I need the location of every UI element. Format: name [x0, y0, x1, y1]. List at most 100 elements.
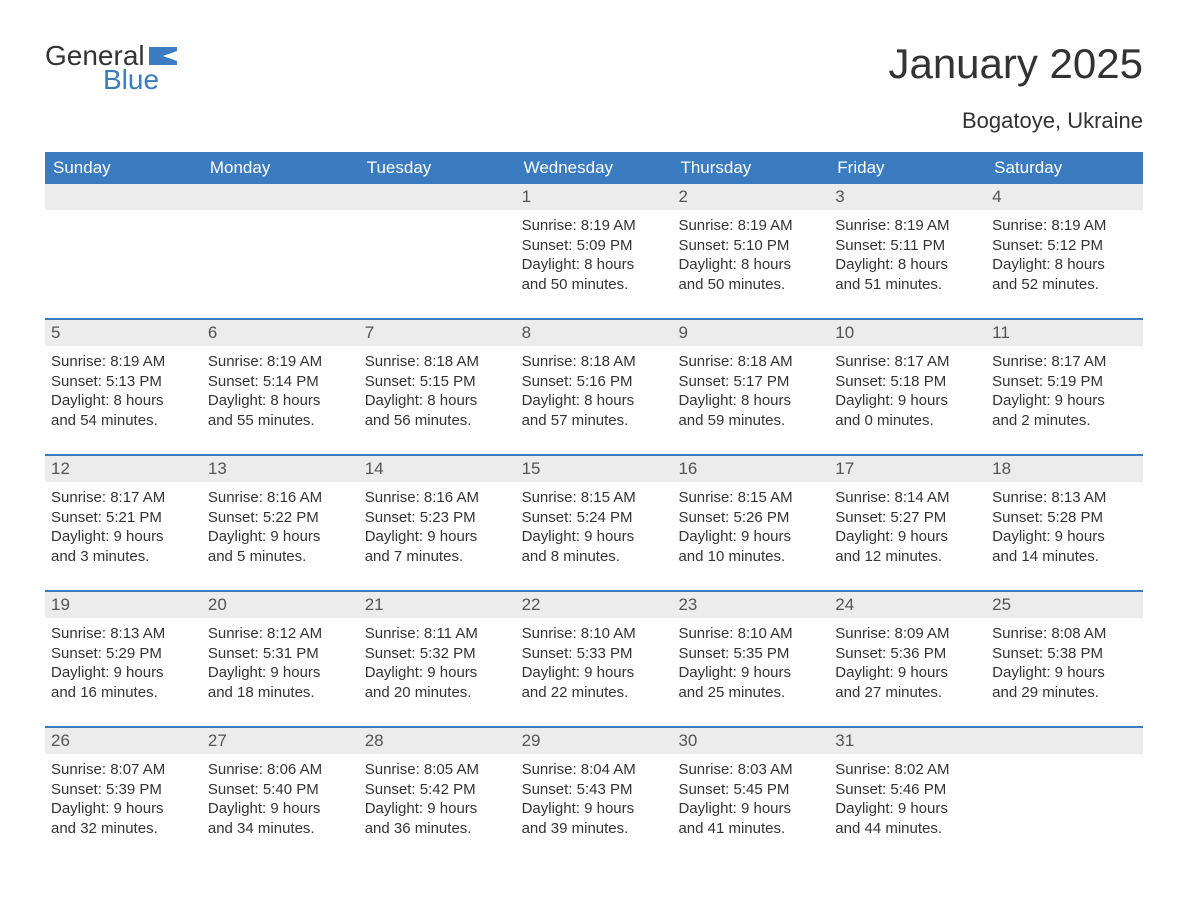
day-details: Sunrise: 8:10 AMSunset: 5:35 PMDaylight:…: [672, 618, 829, 702]
day-number: 26: [45, 728, 202, 754]
calendar-day: 8Sunrise: 8:18 AMSunset: 5:16 PMDaylight…: [516, 320, 673, 440]
calendar-week: 12Sunrise: 8:17 AMSunset: 5:21 PMDayligh…: [45, 454, 1143, 576]
day-details: Sunrise: 8:12 AMSunset: 5:31 PMDaylight:…: [202, 618, 359, 702]
weekday-header: Saturday: [986, 152, 1143, 184]
calendar-day: 23Sunrise: 8:10 AMSunset: 5:35 PMDayligh…: [672, 592, 829, 712]
calendar-day: 27Sunrise: 8:06 AMSunset: 5:40 PMDayligh…: [202, 728, 359, 848]
day-number: 17: [829, 456, 986, 482]
day-number: 11: [986, 320, 1143, 346]
calendar-day: 17Sunrise: 8:14 AMSunset: 5:27 PMDayligh…: [829, 456, 986, 576]
day-number: [986, 728, 1143, 754]
calendar: SundayMondayTuesdayWednesdayThursdayFrid…: [45, 152, 1143, 848]
day-details: Sunrise: 8:19 AMSunset: 5:10 PMDaylight:…: [672, 210, 829, 294]
day-number: 16: [672, 456, 829, 482]
calendar-day: 11Sunrise: 8:17 AMSunset: 5:19 PMDayligh…: [986, 320, 1143, 440]
calendar-day: 28Sunrise: 8:05 AMSunset: 5:42 PMDayligh…: [359, 728, 516, 848]
calendar-day: 22Sunrise: 8:10 AMSunset: 5:33 PMDayligh…: [516, 592, 673, 712]
calendar-day: 7Sunrise: 8:18 AMSunset: 5:15 PMDaylight…: [359, 320, 516, 440]
calendar-day: [45, 184, 202, 304]
calendar-week: 1Sunrise: 8:19 AMSunset: 5:09 PMDaylight…: [45, 184, 1143, 304]
day-details: Sunrise: 8:05 AMSunset: 5:42 PMDaylight:…: [359, 754, 516, 838]
calendar-day: 2Sunrise: 8:19 AMSunset: 5:10 PMDaylight…: [672, 184, 829, 304]
day-details: Sunrise: 8:18 AMSunset: 5:16 PMDaylight:…: [516, 346, 673, 430]
calendar-day: 14Sunrise: 8:16 AMSunset: 5:23 PMDayligh…: [359, 456, 516, 576]
calendar-day: 30Sunrise: 8:03 AMSunset: 5:45 PMDayligh…: [672, 728, 829, 848]
month-title: January 2025: [888, 40, 1143, 88]
day-number: 29: [516, 728, 673, 754]
day-number: 8: [516, 320, 673, 346]
day-number: 20: [202, 592, 359, 618]
day-details: Sunrise: 8:19 AMSunset: 5:14 PMDaylight:…: [202, 346, 359, 430]
day-details: Sunrise: 8:08 AMSunset: 5:38 PMDaylight:…: [986, 618, 1143, 702]
day-number: 12: [45, 456, 202, 482]
day-number: 6: [202, 320, 359, 346]
calendar-day: [202, 184, 359, 304]
day-number: 18: [986, 456, 1143, 482]
day-number: 5: [45, 320, 202, 346]
day-details: Sunrise: 8:10 AMSunset: 5:33 PMDaylight:…: [516, 618, 673, 702]
calendar-day: 26Sunrise: 8:07 AMSunset: 5:39 PMDayligh…: [45, 728, 202, 848]
calendar-day: [986, 728, 1143, 848]
day-details: Sunrise: 8:13 AMSunset: 5:29 PMDaylight:…: [45, 618, 202, 702]
day-number: 13: [202, 456, 359, 482]
calendar-day: 12Sunrise: 8:17 AMSunset: 5:21 PMDayligh…: [45, 456, 202, 576]
page-header: General Blue January 2025 Bogatoye, Ukra…: [45, 40, 1143, 134]
flag-icon: [149, 47, 177, 65]
day-number: 24: [829, 592, 986, 618]
day-details: Sunrise: 8:15 AMSunset: 5:24 PMDaylight:…: [516, 482, 673, 566]
day-number: [202, 184, 359, 210]
calendar-day: 4Sunrise: 8:19 AMSunset: 5:12 PMDaylight…: [986, 184, 1143, 304]
weekday-header: Monday: [202, 152, 359, 184]
calendar-day: 25Sunrise: 8:08 AMSunset: 5:38 PMDayligh…: [986, 592, 1143, 712]
day-number: 27: [202, 728, 359, 754]
location-label: Bogatoye, Ukraine: [888, 108, 1143, 134]
day-details: Sunrise: 8:17 AMSunset: 5:21 PMDaylight:…: [45, 482, 202, 566]
day-number: 28: [359, 728, 516, 754]
logo: General Blue: [45, 40, 177, 96]
day-number: 3: [829, 184, 986, 210]
weekday-header: Thursday: [672, 152, 829, 184]
day-number: 4: [986, 184, 1143, 210]
day-details: Sunrise: 8:18 AMSunset: 5:15 PMDaylight:…: [359, 346, 516, 430]
day-details: Sunrise: 8:03 AMSunset: 5:45 PMDaylight:…: [672, 754, 829, 838]
day-number: 14: [359, 456, 516, 482]
day-number: 25: [986, 592, 1143, 618]
weekday-header: Friday: [829, 152, 986, 184]
calendar-week: 5Sunrise: 8:19 AMSunset: 5:13 PMDaylight…: [45, 318, 1143, 440]
day-details: Sunrise: 8:16 AMSunset: 5:23 PMDaylight:…: [359, 482, 516, 566]
day-number: 1: [516, 184, 673, 210]
day-details: Sunrise: 8:18 AMSunset: 5:17 PMDaylight:…: [672, 346, 829, 430]
day-number: 10: [829, 320, 986, 346]
day-details: Sunrise: 8:19 AMSunset: 5:12 PMDaylight:…: [986, 210, 1143, 294]
calendar-week: 19Sunrise: 8:13 AMSunset: 5:29 PMDayligh…: [45, 590, 1143, 712]
day-details: Sunrise: 8:14 AMSunset: 5:27 PMDaylight:…: [829, 482, 986, 566]
calendar-day: 6Sunrise: 8:19 AMSunset: 5:14 PMDaylight…: [202, 320, 359, 440]
calendar-day: 10Sunrise: 8:17 AMSunset: 5:18 PMDayligh…: [829, 320, 986, 440]
calendar-day: 3Sunrise: 8:19 AMSunset: 5:11 PMDaylight…: [829, 184, 986, 304]
day-details: Sunrise: 8:07 AMSunset: 5:39 PMDaylight:…: [45, 754, 202, 838]
day-number: [359, 184, 516, 210]
day-details: Sunrise: 8:16 AMSunset: 5:22 PMDaylight:…: [202, 482, 359, 566]
calendar-day: 9Sunrise: 8:18 AMSunset: 5:17 PMDaylight…: [672, 320, 829, 440]
day-number: 9: [672, 320, 829, 346]
day-number: [45, 184, 202, 210]
day-number: 22: [516, 592, 673, 618]
weekday-header: Wednesday: [516, 152, 673, 184]
day-details: Sunrise: 8:17 AMSunset: 5:18 PMDaylight:…: [829, 346, 986, 430]
day-number: 15: [516, 456, 673, 482]
logo-text-blue: Blue: [103, 64, 177, 96]
calendar-day: 13Sunrise: 8:16 AMSunset: 5:22 PMDayligh…: [202, 456, 359, 576]
calendar-day: 16Sunrise: 8:15 AMSunset: 5:26 PMDayligh…: [672, 456, 829, 576]
calendar-day: 20Sunrise: 8:12 AMSunset: 5:31 PMDayligh…: [202, 592, 359, 712]
day-details: Sunrise: 8:02 AMSunset: 5:46 PMDaylight:…: [829, 754, 986, 838]
calendar-day: 1Sunrise: 8:19 AMSunset: 5:09 PMDaylight…: [516, 184, 673, 304]
day-details: Sunrise: 8:19 AMSunset: 5:11 PMDaylight:…: [829, 210, 986, 294]
calendar-day: [359, 184, 516, 304]
day-details: Sunrise: 8:19 AMSunset: 5:09 PMDaylight:…: [516, 210, 673, 294]
calendar-week: 26Sunrise: 8:07 AMSunset: 5:39 PMDayligh…: [45, 726, 1143, 848]
day-details: Sunrise: 8:19 AMSunset: 5:13 PMDaylight:…: [45, 346, 202, 430]
day-details: Sunrise: 8:17 AMSunset: 5:19 PMDaylight:…: [986, 346, 1143, 430]
weekday-header: Sunday: [45, 152, 202, 184]
day-details: Sunrise: 8:04 AMSunset: 5:43 PMDaylight:…: [516, 754, 673, 838]
calendar-day: 31Sunrise: 8:02 AMSunset: 5:46 PMDayligh…: [829, 728, 986, 848]
